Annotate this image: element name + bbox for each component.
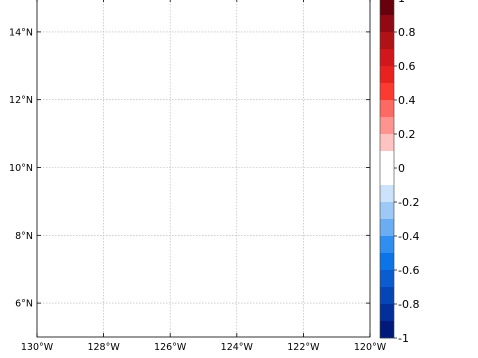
colorbar-segment (380, 219, 394, 237)
colorbar-segment (380, 321, 394, 339)
colorbar-tick-label: 1 (398, 0, 405, 5)
colorbar-segment (380, 151, 394, 169)
colorbar-tick-label: 0.2 (398, 128, 416, 141)
colorbar-tick-label: 0.6 (398, 60, 416, 73)
y-tick-label: 8°N (15, 231, 33, 242)
colorbar-segment (380, 236, 394, 254)
colorbar-segment (380, 253, 394, 271)
colorbar-segment (380, 100, 394, 118)
colorbar-segment (380, 270, 394, 288)
y-tick-label: 10°N (9, 163, 33, 174)
map-frame (36, 0, 371, 338)
y-tick-label: 6°N (15, 299, 33, 310)
colorbar-tick-label: -0.4 (398, 230, 419, 243)
colorbar-tick-label: 0.4 (398, 94, 416, 107)
y-tick-label: 12°N (9, 95, 33, 106)
colorbar-segment (380, 66, 394, 84)
colorbar-segment (380, 304, 394, 322)
colorbar-segment (380, 287, 394, 305)
colorbar-segment (380, 168, 394, 186)
colorbar-tick-label: 0 (398, 162, 405, 175)
x-tick-label: 122°W (287, 342, 320, 353)
anomaly-cell (270, 31, 304, 66)
colorbar-segment (380, 134, 394, 152)
colorbar-segment (380, 32, 394, 50)
x-tick-label: 126°W (154, 342, 187, 353)
colorbar-segment (380, 15, 394, 33)
x-tick-label: 128°W (87, 342, 120, 353)
y-tick-label: 14°N (9, 27, 33, 38)
colorbar-tick-label: 0.8 (398, 26, 416, 39)
colorbar-segment (380, 0, 394, 16)
colorbar-segment (380, 202, 394, 220)
colorbar-tick-label: -0.6 (398, 264, 419, 277)
map-panel: 130°W 128°W 126°W 124°W 122°W 120°W 6°N 8°N 10°N… (9, 0, 387, 353)
x-tick-label: 120°W (354, 342, 387, 353)
x-tick-label: 124°W (221, 342, 254, 353)
anomaly-cell (170, 0, 237, 32)
colorbar-tick-label: -0.2 (398, 196, 419, 209)
x-tick-label: 130°W (21, 342, 54, 353)
colorbar-segment (380, 83, 394, 101)
colorbar: 1 0.8 0.6 0.4 0.2 0 -0.2 -0.4 -0.6 -0.8 -1 (379, 0, 419, 345)
colorbar-tick-label: -0.8 (398, 298, 419, 311)
colorbar-segment (380, 185, 394, 203)
colorbar-tick-label: -1 (398, 332, 409, 345)
colorbar-segment (380, 117, 394, 135)
colorbar-segment (380, 49, 394, 67)
